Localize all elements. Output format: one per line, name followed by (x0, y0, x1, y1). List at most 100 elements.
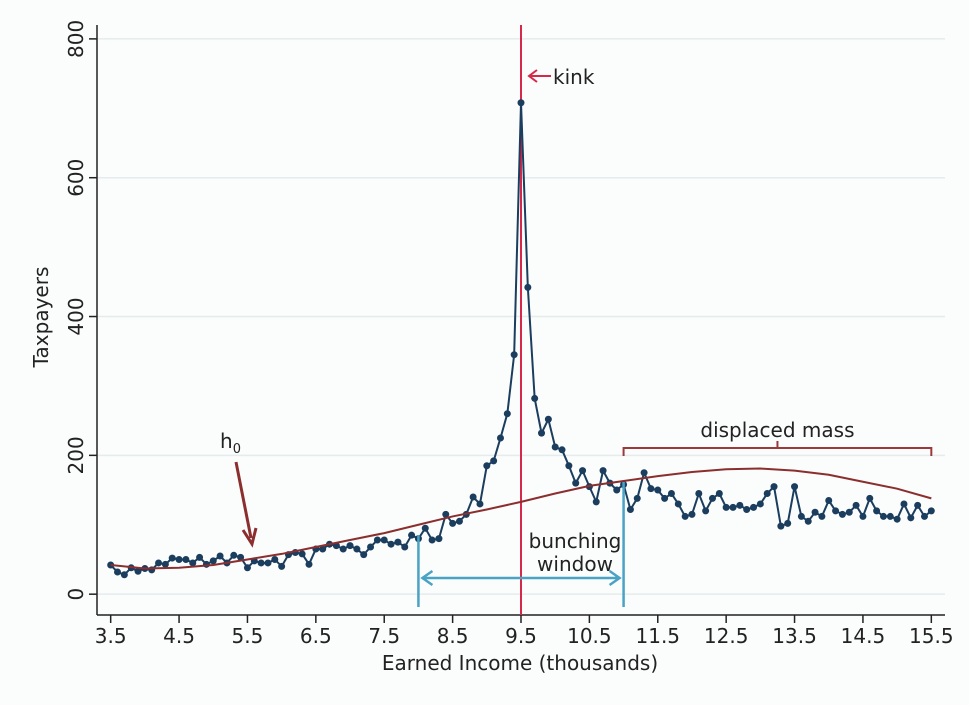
data-point (264, 559, 272, 567)
data-point (421, 524, 429, 532)
data-point (346, 542, 354, 550)
data-point (791, 483, 799, 491)
data-point (531, 394, 539, 402)
y-tick-label: 800 (64, 20, 88, 58)
displaced-mass-label: displaced mass (700, 418, 854, 442)
data-point (879, 512, 887, 520)
data-point (490, 457, 498, 465)
data-point (120, 571, 128, 579)
data-point (729, 503, 737, 511)
data-point (394, 538, 402, 546)
data-point (161, 560, 169, 568)
data-point (838, 510, 846, 518)
y-tick-label: 600 (64, 159, 88, 197)
data-point (435, 535, 443, 543)
x-tick-label: 13.5 (772, 624, 817, 648)
data-point (920, 512, 928, 520)
x-tick-label: 15.5 (909, 624, 954, 648)
y-tick-label: 200 (64, 436, 88, 474)
data-point (852, 501, 860, 509)
data-point (579, 467, 587, 475)
h0-label: h0 (220, 429, 241, 457)
data-point (647, 485, 655, 493)
data-point (367, 543, 375, 551)
data-point (243, 564, 251, 572)
data-point (695, 490, 703, 498)
data-point (927, 507, 935, 515)
data-point (114, 568, 122, 576)
data-point (674, 500, 682, 508)
data-point (517, 99, 525, 107)
data-point (401, 543, 409, 551)
data-point (428, 536, 436, 544)
data-point (688, 510, 696, 518)
data-point (763, 490, 771, 498)
h0-main: h (220, 429, 233, 453)
data-point (914, 501, 922, 509)
data-point (626, 505, 634, 513)
data-point (339, 545, 347, 553)
h0-subscript: 0 (233, 442, 241, 457)
data-point (900, 500, 908, 508)
data-point (182, 555, 190, 563)
data-point (442, 510, 450, 518)
data-point (360, 551, 368, 559)
x-tick-label: 5.5 (232, 624, 264, 648)
data-point (319, 545, 327, 553)
data-point (257, 559, 265, 567)
data-point (483, 462, 491, 470)
data-point (476, 500, 484, 508)
x-tick-label: 4.5 (163, 624, 195, 648)
data-point (551, 443, 559, 451)
data-point (592, 498, 600, 506)
kink-label: kink (553, 65, 595, 89)
data-point (811, 508, 819, 516)
data-point (832, 507, 840, 515)
data-point (134, 567, 142, 575)
data-point (886, 512, 894, 520)
data-point (353, 545, 361, 553)
data-point (572, 479, 580, 487)
data-point (510, 351, 518, 359)
data-point (750, 503, 758, 511)
data-point (237, 553, 245, 561)
data-point (558, 446, 566, 454)
data-point (455, 517, 463, 525)
data-point (845, 508, 853, 516)
data-point (708, 494, 716, 502)
data-point (175, 555, 183, 563)
data-point (818, 512, 826, 520)
data-point (640, 469, 648, 477)
data-point (380, 536, 388, 544)
x-tick-label: 12.5 (704, 624, 749, 648)
window-label: bunching (529, 529, 622, 553)
x-tick-label: 11.5 (636, 624, 681, 648)
data-point (271, 555, 279, 563)
data-point (373, 536, 381, 544)
data-point (770, 483, 778, 491)
data-point (654, 486, 662, 494)
data-point (298, 550, 306, 558)
data-point (599, 467, 607, 475)
data-point (278, 562, 286, 570)
data-point (873, 507, 881, 515)
data-point (804, 517, 812, 525)
data-point (784, 519, 792, 527)
data-point (216, 552, 224, 560)
data-point (756, 500, 764, 508)
data-point (544, 415, 552, 423)
data-point (661, 494, 669, 502)
data-point (797, 512, 805, 520)
data-point (681, 512, 689, 520)
data-point (387, 540, 395, 548)
y-axis-label: Taxpayers (29, 267, 53, 369)
data-point (722, 503, 730, 511)
y-tick-label: 0 (64, 588, 88, 601)
data-point (469, 493, 477, 501)
data-point (538, 429, 546, 437)
x-tick-label: 6.5 (300, 624, 332, 648)
data-point (230, 551, 238, 559)
data-point (613, 486, 621, 494)
